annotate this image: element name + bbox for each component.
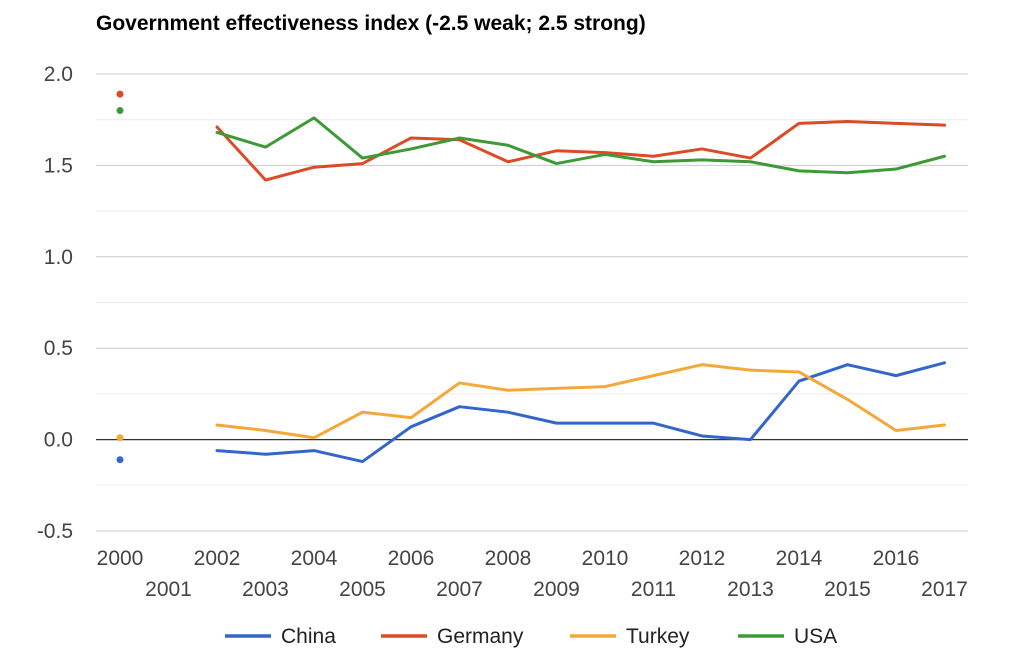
gridlines [96,73,968,532]
x-tick-label: 2000 [97,547,144,570]
series-usa [116,107,946,175]
y-tick-label: 0.0 [44,429,73,452]
y-tick-label: 2.0 [44,63,73,86]
x-tick-label: 2005 [339,578,386,601]
series-germany [116,90,946,182]
x-tick-label: 2003 [242,578,289,601]
series-turkey [116,363,946,442]
legend: China Germany Turkey USA [225,625,837,648]
series-point-usa [116,107,124,115]
x-tick-label: 2007 [436,578,483,601]
legend-item-turkey: Turkey [570,625,690,648]
chart-title: Government effectiveness index (-2.5 wea… [96,12,646,35]
x-tick-label: 2011 [631,578,676,601]
legend-label: Germany [437,625,524,648]
x-tick-label: 2017 [921,578,968,601]
x-tick-label: 2004 [291,547,338,570]
legend-label: USA [794,625,837,648]
y-tick-label: 0.5 [44,337,73,360]
x-tick-label: 2013 [727,578,774,601]
x-tick-label: 2010 [582,547,629,570]
series-point-turkey [116,434,124,442]
series-line-usa [215,116,946,175]
y-tick-label: 1.5 [44,154,73,177]
legend-item-china: China [225,625,336,648]
series-line-germany [215,120,946,182]
x-tick-label: 2001 [145,578,192,601]
x-tick-label: 2002 [194,547,241,570]
y-axis-tick-labels: 2.0 1.5 1.0 0.5 0.0 -0.5 [37,63,73,543]
x-tick-label: 2009 [533,578,580,601]
series-line-turkey [215,363,946,440]
series-china [116,361,946,464]
y-tick-label: 1.0 [44,246,73,269]
series-point-china [116,456,124,464]
x-tick-label: 2008 [485,547,532,570]
x-axis-tick-labels: 2000200120022003200420052006200720082009… [97,547,968,601]
series-layer [116,90,946,464]
series-point-germany [116,90,124,98]
x-tick-label: 2014 [776,547,823,570]
legend-label: Turkey [626,625,690,648]
legend-item-usa: USA [738,625,837,648]
x-tick-label: 2015 [824,578,871,601]
legend-item-germany: Germany [381,625,524,648]
series-line-china [215,361,946,464]
x-tick-label: 2012 [679,547,726,570]
x-tick-label: 2016 [873,547,920,570]
legend-label: China [281,625,336,648]
y-tick-label: -0.5 [37,520,73,543]
x-tick-label: 2006 [388,547,435,570]
